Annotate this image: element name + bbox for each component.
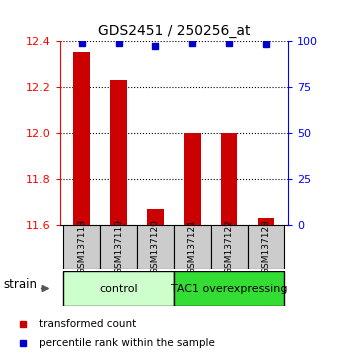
Title: GDS2451 / 250256_at: GDS2451 / 250256_at	[98, 24, 250, 38]
Bar	[221, 133, 237, 225]
Bar	[211, 225, 248, 269]
Bar	[174, 271, 284, 306]
Text: percentile rank within the sample: percentile rank within the sample	[39, 338, 214, 348]
Bar	[74, 52, 90, 225]
Bar	[184, 133, 201, 225]
Bar	[248, 225, 284, 269]
Bar	[63, 225, 100, 269]
Text: GSM137122: GSM137122	[225, 219, 234, 274]
Bar	[110, 80, 127, 225]
Text: TAC1 overexpressing: TAC1 overexpressing	[171, 284, 287, 293]
Text: GSM137119: GSM137119	[114, 219, 123, 274]
Text: strain: strain	[3, 279, 37, 291]
Bar	[137, 225, 174, 269]
Text: control: control	[99, 284, 138, 293]
Text: GSM137121: GSM137121	[188, 219, 197, 274]
Bar	[174, 225, 211, 269]
Text: GSM137120: GSM137120	[151, 219, 160, 274]
Bar	[100, 225, 137, 269]
Bar	[258, 218, 274, 225]
Text: transformed count: transformed count	[39, 319, 136, 329]
Text: GSM137118: GSM137118	[77, 219, 86, 274]
Bar	[147, 209, 164, 225]
Bar	[63, 271, 174, 306]
Text: GSM137123: GSM137123	[262, 219, 270, 274]
